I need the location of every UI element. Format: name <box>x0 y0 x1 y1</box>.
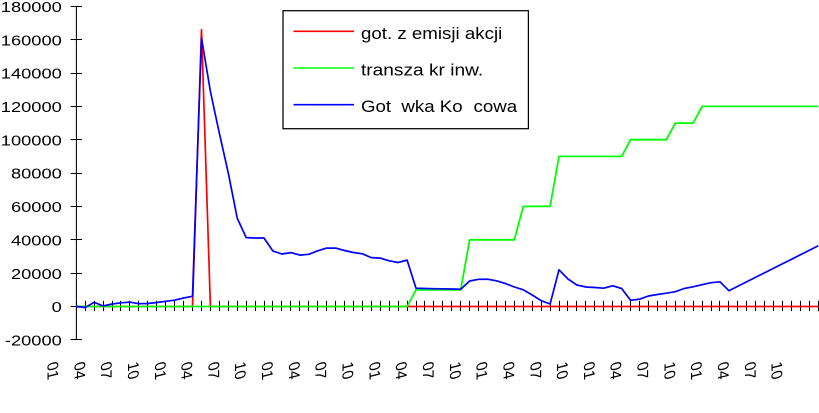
svg-text:0: 0 <box>52 299 62 316</box>
svg-text:04: 04 <box>178 360 195 382</box>
svg-text:04: 04 <box>607 360 624 382</box>
svg-text:07: 07 <box>419 360 436 381</box>
svg-text:100000: 100000 <box>1 132 62 149</box>
svg-text:07: 07 <box>312 360 329 381</box>
svg-text:01: 01 <box>365 360 382 381</box>
svg-text:10: 10 <box>446 360 463 382</box>
svg-text:transza kr inw.: transza kr inw. <box>361 61 483 80</box>
svg-text:04: 04 <box>70 360 87 382</box>
svg-text:10: 10 <box>231 360 248 382</box>
svg-text:01: 01 <box>687 360 704 381</box>
svg-text:07: 07 <box>526 360 543 381</box>
svg-text:04: 04 <box>500 360 517 382</box>
svg-text:80000: 80000 <box>11 165 62 182</box>
svg-text:01: 01 <box>44 360 61 381</box>
svg-text:180000: 180000 <box>1 0 62 16</box>
svg-text:20000: 20000 <box>11 265 62 282</box>
svg-text:04: 04 <box>714 360 731 382</box>
svg-text:40000: 40000 <box>11 232 62 249</box>
svg-text:04: 04 <box>392 360 409 382</box>
svg-text:01: 01 <box>580 360 597 381</box>
svg-text:160000: 160000 <box>1 32 62 49</box>
svg-text:01: 01 <box>258 360 275 381</box>
svg-text:01: 01 <box>473 360 490 381</box>
svg-text:-20000: -20000 <box>5 332 62 349</box>
svg-text:10: 10 <box>339 360 356 382</box>
svg-text:10: 10 <box>660 360 677 382</box>
svg-text:01: 01 <box>151 360 168 381</box>
svg-text:07: 07 <box>634 360 651 381</box>
svg-text:07: 07 <box>97 360 114 381</box>
svg-text:07: 07 <box>205 360 222 381</box>
svg-text:120000: 120000 <box>1 99 62 116</box>
svg-text:60000: 60000 <box>11 199 62 216</box>
svg-text:got. z emisji akcji: got. z emisji akcji <box>361 24 502 43</box>
svg-text:04: 04 <box>285 360 302 382</box>
svg-text:10: 10 <box>124 360 141 382</box>
svg-text:140000: 140000 <box>1 65 62 82</box>
svg-text:10: 10 <box>768 360 785 382</box>
svg-text:10: 10 <box>553 360 570 382</box>
svg-text:07: 07 <box>741 360 758 381</box>
